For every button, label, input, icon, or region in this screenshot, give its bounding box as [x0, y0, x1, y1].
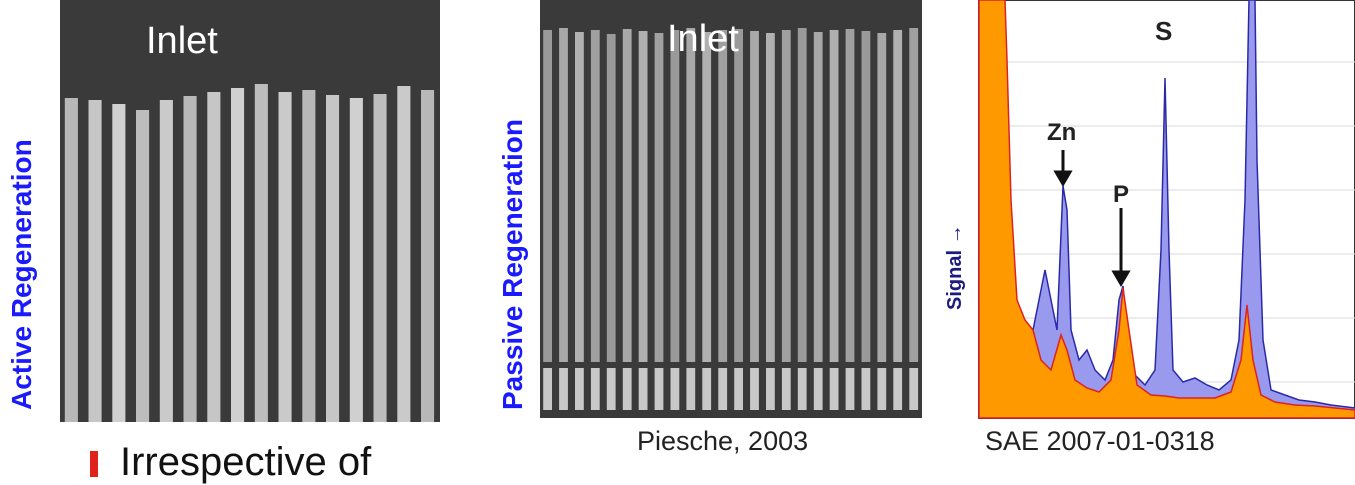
filter-channel — [909, 28, 919, 362]
filter-channel — [861, 31, 871, 362]
filter-channel — [559, 28, 568, 362]
channel-plug — [702, 368, 712, 410]
s-label: S — [1155, 16, 1172, 46]
filter-channel — [231, 88, 245, 422]
zn-label: Zn — [1047, 119, 1076, 146]
channel-plug — [638, 368, 648, 410]
channel-plug — [766, 368, 775, 410]
filter-channel — [670, 30, 680, 362]
filter-channel — [278, 92, 292, 422]
channel-plug — [606, 368, 616, 410]
filter-channel — [373, 94, 387, 422]
filter-channel — [797, 28, 807, 362]
signal-axis-label: Signal → — [944, 224, 966, 310]
channel-plug — [654, 368, 664, 410]
inlet-label-middle: Inlet — [667, 18, 739, 60]
filter-channel — [543, 30, 552, 362]
channel-plug — [622, 368, 632, 410]
signal-orange-area — [978, 0, 1355, 419]
active-regeneration-label: Active Regeneration — [6, 139, 37, 410]
channel-plug — [829, 368, 839, 410]
p-label: P — [1113, 181, 1129, 208]
inlet-label-left: Inlet — [146, 20, 218, 62]
channel-plug — [559, 368, 568, 410]
channel-plug — [590, 368, 600, 410]
bullet-marker — [90, 451, 98, 477]
channel-plug — [718, 368, 728, 410]
filter-channel — [622, 29, 632, 362]
channel-plug — [781, 368, 791, 410]
channel-plug — [797, 368, 807, 410]
filter-channel — [766, 33, 775, 362]
filter-channel — [88, 100, 102, 422]
filter-channel — [207, 92, 221, 422]
channel-plug — [543, 368, 552, 410]
filter-channel — [606, 34, 616, 362]
filter-channel — [638, 31, 648, 362]
filter-channel — [302, 90, 316, 422]
sae-citation: SAE 2007-01-0318 — [985, 426, 1215, 456]
filter-channel — [64, 98, 78, 422]
filter-channel — [112, 104, 126, 422]
channel-plug — [686, 368, 696, 410]
peak-arrows — [1053, 150, 1131, 287]
filter-channel — [734, 29, 743, 362]
piesche-citation: Piesche, 2003 — [637, 426, 809, 456]
filter-channel — [349, 98, 363, 422]
channel-plug — [909, 368, 919, 410]
channel-plug — [575, 368, 584, 410]
channel-plug — [861, 368, 871, 410]
filter-channel — [590, 30, 600, 362]
channel-plug — [893, 368, 903, 410]
bullet-text: Irrespective of — [120, 440, 372, 484]
filter-channel — [686, 28, 696, 362]
filter-channel — [893, 30, 903, 362]
passive-regeneration-photo: Inlet — [540, 0, 922, 418]
channel-plug — [845, 368, 855, 410]
filter-channel — [421, 90, 435, 422]
filter-channel — [877, 33, 887, 362]
filter-channel — [575, 32, 584, 362]
channel-plug — [734, 368, 743, 410]
filter-channel — [326, 95, 340, 422]
filter-channel — [654, 33, 664, 362]
filter-channel — [702, 32, 712, 362]
filter-channel — [781, 30, 791, 362]
filter-channel — [845, 29, 855, 362]
filter-channel — [718, 30, 728, 362]
channel-plug — [670, 368, 680, 410]
filter-channel — [159, 100, 173, 422]
active-regeneration-photo: Inlet — [60, 0, 440, 422]
channel-plug — [877, 368, 887, 410]
passive-regeneration-label: Passive Regeneration — [497, 118, 528, 410]
filter-channel — [183, 96, 197, 422]
filter-channel — [136, 110, 150, 422]
channel-plug — [813, 368, 823, 410]
bullet-item: Irrespective of — [90, 440, 371, 485]
filter-channel — [813, 32, 823, 362]
element-signal-spectrum: Zn P S — [975, 0, 1355, 420]
filter-channel — [397, 86, 411, 422]
filter-channel — [829, 30, 839, 362]
filter-channel — [254, 84, 268, 422]
channel-plug — [750, 368, 759, 410]
signal-blue-area — [978, 0, 1355, 419]
filter-channel — [750, 31, 759, 362]
